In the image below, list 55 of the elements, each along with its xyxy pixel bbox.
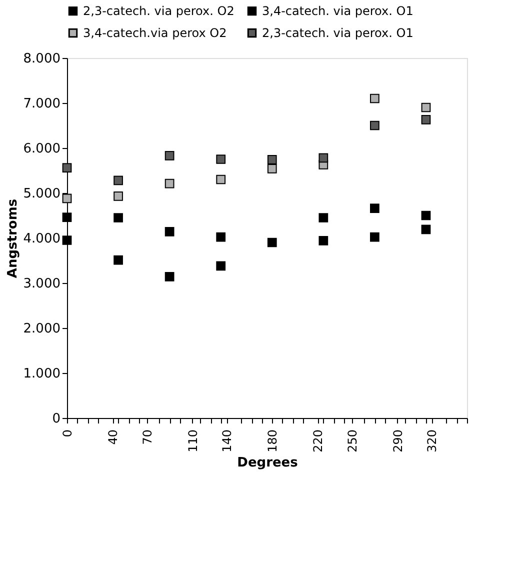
point <box>370 120 380 130</box>
point <box>164 150 174 160</box>
point <box>114 255 123 265</box>
point <box>421 210 431 220</box>
y-tick-label: 0 <box>52 412 60 426</box>
y-tick-label: 5.000 <box>23 186 60 202</box>
x-tick-label: 140 <box>220 430 234 452</box>
legend-label: 2,3-catech. via perox. O2 <box>83 4 234 18</box>
point <box>318 213 328 222</box>
point <box>421 224 431 234</box>
point <box>114 213 123 222</box>
point <box>370 94 380 104</box>
y-tick-label: 1.000 <box>23 366 60 382</box>
y-tick-label: 8.000 <box>23 52 60 66</box>
point <box>62 163 72 172</box>
point <box>114 191 123 201</box>
point <box>216 261 226 271</box>
point <box>370 232 380 242</box>
point <box>164 227 174 236</box>
point <box>164 272 174 282</box>
point <box>267 155 277 164</box>
point <box>370 204 380 213</box>
point <box>421 114 431 124</box>
point <box>62 212 72 222</box>
point <box>216 174 226 184</box>
x-tick-label: 0 <box>60 430 74 438</box>
x-tick-label: 110 <box>186 430 200 452</box>
x-tick-label: 250 <box>345 430 360 452</box>
point <box>318 153 328 163</box>
y-axis-title: Angstroms <box>5 198 20 278</box>
point <box>267 164 277 174</box>
point <box>114 176 123 186</box>
x-tick-label: 180 <box>266 430 280 452</box>
x-tick-label: 220 <box>311 430 326 452</box>
legend-label: 3,4-catech. via perox. O1 <box>262 4 414 18</box>
point <box>267 238 277 248</box>
point <box>216 154 226 164</box>
point <box>62 236 72 245</box>
y-tick-label: 4.000 <box>23 232 60 246</box>
y-tick-label: 7.000 <box>23 96 60 112</box>
x-tick-label: 70 <box>140 430 154 445</box>
legend-label: 3,4-catech.via perox O2 <box>83 26 227 40</box>
point <box>421 102 431 112</box>
y-tick-label: 6.000 <box>23 142 60 156</box>
x-axis-title: Degrees <box>237 455 298 470</box>
point <box>164 178 174 188</box>
point <box>62 194 72 204</box>
x-tick-label: 320 <box>425 430 440 452</box>
point <box>318 236 328 246</box>
x-tick-label: 40 <box>106 430 120 445</box>
point <box>216 232 226 242</box>
y-tick-label: 2.000 <box>23 322 60 336</box>
y-tick-label: 3.000 <box>23 276 60 292</box>
x-tick-label: 290 <box>390 430 405 452</box>
legend-label: 2,3-catech. via perox. O1 <box>262 26 414 40</box>
